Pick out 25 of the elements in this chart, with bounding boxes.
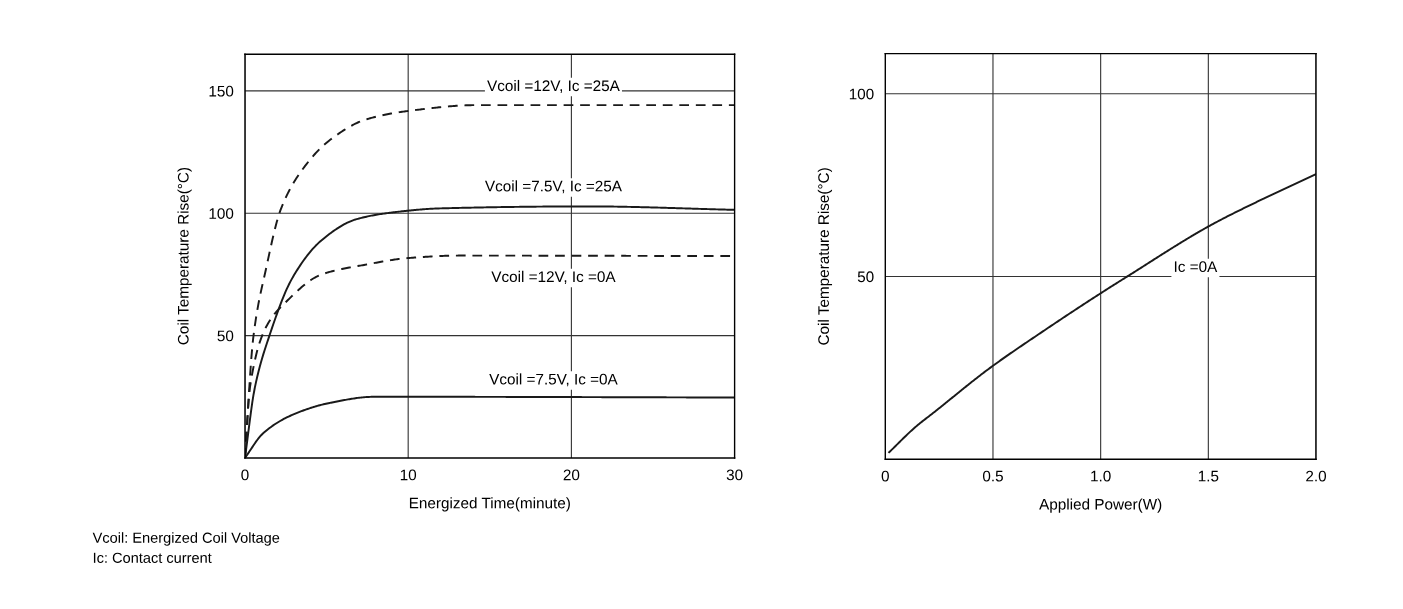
x-axis-title: Energized Time(minute)	[409, 497, 570, 512]
y-tick-label: 150	[209, 85, 234, 97]
series-label: Vcoil =7.5V, Ic =0A	[489, 373, 618, 387]
x-tick-label: 0	[241, 469, 249, 481]
y-tick-label: 100	[209, 208, 234, 219]
series-label: Ic =0A	[1174, 261, 1218, 273]
y-tick-label: 100	[849, 88, 874, 100]
text: Ic: Contact current	[93, 552, 212, 563]
x-tick-label: 20	[563, 469, 580, 481]
series-label: Vcoil =12V, Ic =25A	[487, 79, 620, 93]
x-tick-label: 0.5	[982, 470, 1003, 482]
x-tick-label: 1.5	[1198, 470, 1219, 482]
text: Vcoil: Energized Coil Voltage	[92, 532, 280, 546]
y-axis-title: Coil Temperature Rise(°C)	[817, 168, 833, 345]
x-tick-label: 1.0	[1091, 470, 1111, 482]
x-axis-title: Applied Power(W)	[1039, 498, 1162, 513]
x-tick-label: 2.0	[1306, 470, 1327, 482]
series-label: Vcoil =12V, Ic =0A	[491, 270, 616, 284]
y-tick-label: 50	[857, 271, 874, 283]
y-tick-label: 50	[217, 330, 234, 342]
x-tick-label: 10	[400, 469, 417, 481]
x-tick-label: 0	[881, 470, 889, 482]
x-tick-label: 30	[726, 469, 743, 481]
series-label: Vcoil =7.5V, Ic =25A	[484, 180, 622, 194]
y-axis-title: Coil Temperature Rise(°C)	[177, 167, 192, 345]
